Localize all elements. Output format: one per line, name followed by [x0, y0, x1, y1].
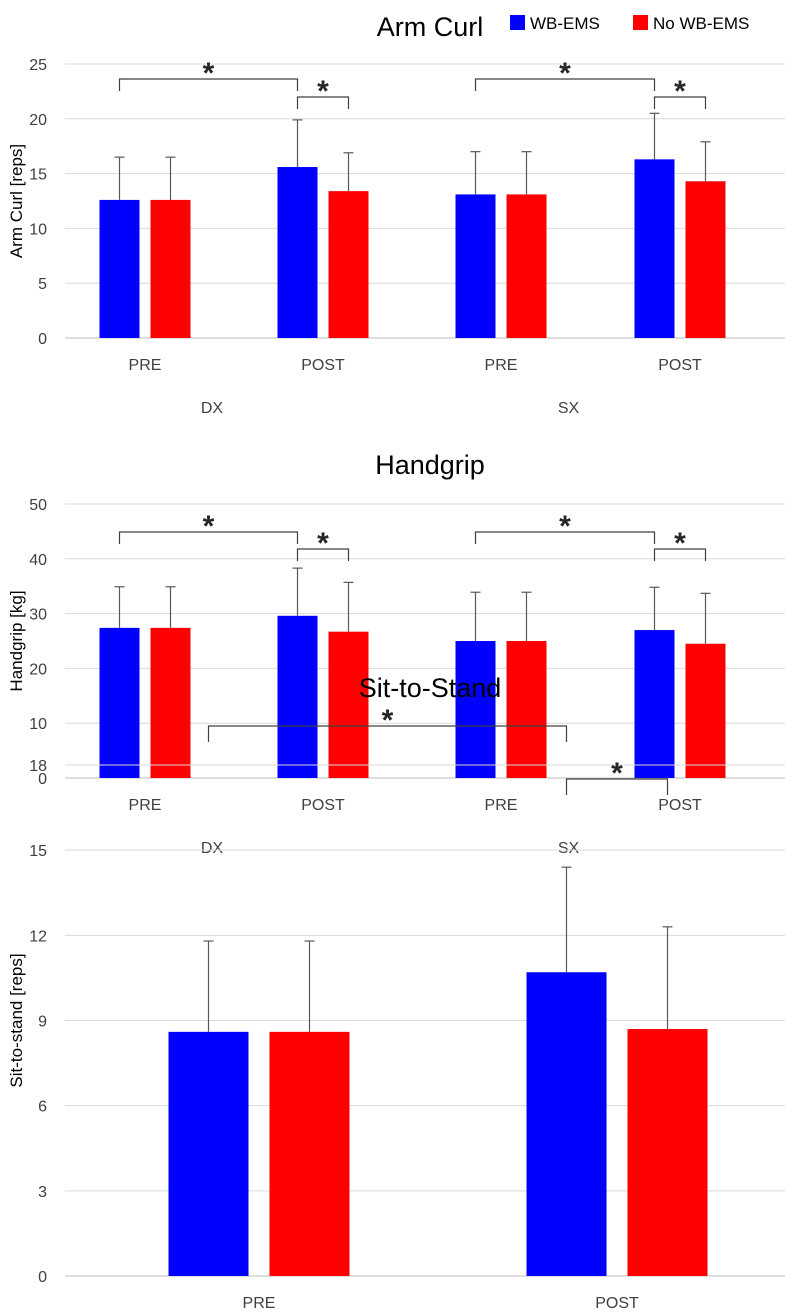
- y-tick-label: 10: [29, 221, 47, 238]
- x-tick-label: PRE: [243, 1295, 276, 1312]
- chart-title: Arm Curl: [377, 12, 484, 42]
- significance-bracket: [565, 778, 669, 795]
- y-tick-label: 3: [38, 1184, 47, 1201]
- significance-bracket: [296, 548, 350, 561]
- significance-star: *: [203, 510, 215, 543]
- chart-handgrip: Handgrip Handgrip [kg] 0 10 20 30 40 50 PRE POST P…: [7, 450, 785, 857]
- bar-wb-ems: [168, 1031, 249, 1276]
- bar-wb-ems: [634, 159, 675, 338]
- bar-wb-ems: [99, 199, 140, 338]
- legend-label-no-wb-ems: No WB-EMS: [653, 14, 749, 33]
- x-tick-label: PRE: [485, 357, 518, 374]
- significance-bracket: [296, 96, 350, 109]
- legend: WB-EMS No WB-EMS: [510, 14, 749, 33]
- significance-star: *: [674, 527, 686, 560]
- bar-wb-ems: [277, 167, 318, 338]
- significance-star: *: [203, 57, 215, 90]
- y-tick-label: 0: [38, 1269, 47, 1286]
- y-tick-label: 12: [29, 928, 47, 945]
- significance-bracket: [118, 531, 299, 544]
- significance-bracket: [653, 96, 707, 109]
- y-tick-label: 18: [29, 758, 47, 775]
- y-tick-label: 15: [29, 167, 47, 184]
- significance-star: *: [559, 57, 571, 90]
- x-tick-label: PRE: [129, 797, 162, 814]
- y-tick-label: 30: [29, 607, 47, 624]
- x-tick-label: PRE: [129, 357, 162, 374]
- chart-title: Handgrip: [375, 450, 485, 480]
- x-tick-label: POST: [658, 797, 702, 814]
- y-tick-label: 9: [38, 1014, 47, 1031]
- significance-star: *: [611, 757, 623, 790]
- group-label: DX: [201, 400, 224, 417]
- bar-no-wb-ems: [328, 631, 369, 778]
- x-tick-label: POST: [658, 357, 702, 374]
- x-tick-label: POST: [301, 357, 345, 374]
- bar-no-wb-ems: [627, 1029, 708, 1276]
- bar-wb-ems: [634, 630, 675, 778]
- chart-arm-curl: Arm Curl Arm Curl [reps] 0 5 10 15 20 25 PRE POST…: [7, 12, 785, 417]
- y-tick-label: 10: [29, 716, 47, 733]
- significance-bracket: [474, 531, 656, 544]
- significance-star: *: [559, 510, 571, 543]
- x-tick-label: POST: [595, 1295, 639, 1312]
- group-label: SX: [558, 840, 580, 857]
- y-tick-label: 20: [29, 661, 47, 678]
- bar-no-wb-ems: [150, 199, 191, 338]
- chart-sit-to-stand: Sit-to-Stand Sit-to-stand [reps] 0 3 6 9 12 15 1…: [7, 673, 785, 1312]
- bar-no-wb-ems: [328, 191, 369, 338]
- y-tick-label: 20: [29, 112, 47, 129]
- chart-title: Sit-to-Stand: [359, 673, 502, 703]
- group-label: DX: [201, 840, 224, 857]
- y-axis-label: Handgrip [kg]: [7, 590, 26, 691]
- bar-no-wb-ems: [269, 1031, 350, 1276]
- x-tick-label: POST: [301, 797, 345, 814]
- y-tick-label: 0: [38, 771, 47, 788]
- group-label: SX: [558, 400, 580, 417]
- y-tick-label: 6: [38, 1099, 47, 1116]
- significance-star: *: [382, 704, 394, 737]
- significance-bracket: [207, 725, 568, 742]
- legend-label-wb-ems: WB-EMS: [530, 14, 600, 33]
- y-tick-label: 25: [29, 57, 47, 74]
- bar-no-wb-ems: [685, 181, 726, 338]
- x-tick-label: PRE: [485, 797, 518, 814]
- significance-bracket: [118, 78, 299, 91]
- y-tick-label: 15: [29, 843, 47, 860]
- significance-star: *: [317, 527, 329, 560]
- y-axis-label: Arm Curl [reps]: [7, 144, 26, 258]
- y-tick-label: 0: [38, 331, 47, 348]
- bar-no-wb-ems: [506, 641, 547, 778]
- legend-swatch-no-wb-ems: [633, 15, 648, 30]
- y-tick-label: 5: [38, 276, 47, 293]
- significance-bracket: [474, 78, 656, 91]
- bar-wb-ems: [99, 627, 140, 778]
- bar-no-wb-ems: [506, 194, 547, 338]
- significance-bracket: [653, 548, 707, 561]
- y-axis-label: Sit-to-stand [reps]: [7, 953, 26, 1087]
- bar-no-wb-ems: [150, 627, 191, 778]
- bar-wb-ems: [455, 641, 496, 778]
- significance-star: *: [317, 75, 329, 108]
- bar-wb-ems: [526, 972, 607, 1276]
- y-tick-label: 50: [29, 497, 47, 514]
- bar-wb-ems: [455, 194, 496, 338]
- bar-no-wb-ems: [685, 643, 726, 778]
- legend-swatch-wb-ems: [510, 15, 525, 30]
- y-tick-label: 40: [29, 552, 47, 569]
- bar-wb-ems: [277, 615, 318, 778]
- significance-star: *: [674, 75, 686, 108]
